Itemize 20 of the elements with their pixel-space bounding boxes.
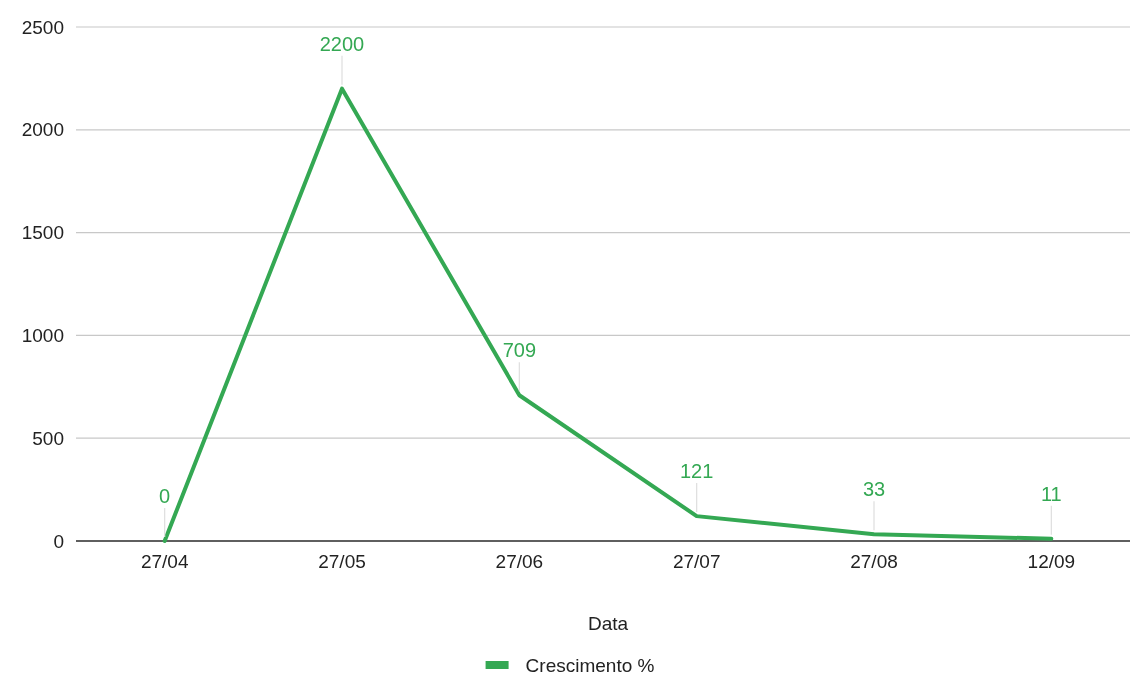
legend-label: Crescimento % [525,655,655,676]
x-tick-label: 27/07 [672,551,721,573]
x-tick-label: 27/08 [850,551,898,573]
data-label: 709 [502,339,537,362]
y-tick-label: 1000 [21,324,64,346]
data-label: 121 [679,460,714,483]
x-tick-label: 27/06 [495,551,544,573]
data-label: 2200 [319,32,365,55]
y-tick-label: 1500 [21,222,64,244]
data-label: 0 [159,485,171,507]
x-tick-label: 27/05 [318,551,366,573]
y-tick-label: 2000 [21,119,64,141]
x-tick-label: 12/09 [1027,551,1076,573]
y-tick-label: 0 [53,530,64,552]
data-label: 11 [1040,482,1062,505]
x-tick-label: 27/04 [140,551,189,573]
data-label: 33 [862,478,886,501]
x-axis-title: Data [587,613,629,634]
y-tick-label: 500 [32,427,64,449]
y-tick-label: 2500 [21,16,64,38]
